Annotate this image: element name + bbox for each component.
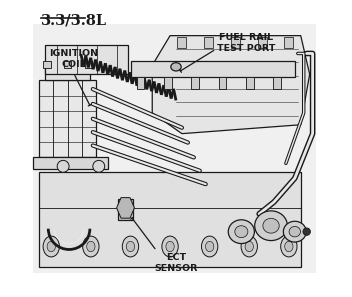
Ellipse shape: [43, 236, 59, 257]
Bar: [33, 24, 316, 273]
Ellipse shape: [47, 241, 55, 252]
Ellipse shape: [285, 241, 293, 252]
Ellipse shape: [235, 226, 248, 238]
Bar: [204, 37, 213, 48]
Polygon shape: [152, 36, 310, 134]
Bar: [85, 61, 92, 68]
Ellipse shape: [228, 220, 254, 244]
Bar: [164, 77, 171, 89]
Ellipse shape: [206, 241, 214, 252]
Bar: [258, 37, 266, 48]
Bar: [118, 199, 133, 220]
Bar: [39, 80, 96, 157]
Ellipse shape: [83, 236, 99, 257]
Polygon shape: [117, 198, 134, 218]
Bar: [64, 61, 71, 68]
Ellipse shape: [245, 241, 253, 252]
Ellipse shape: [263, 218, 279, 233]
Ellipse shape: [255, 211, 287, 241]
Bar: [274, 77, 281, 89]
Bar: [39, 172, 301, 267]
Bar: [219, 77, 226, 89]
Ellipse shape: [171, 63, 181, 71]
Ellipse shape: [93, 160, 105, 172]
Bar: [246, 77, 253, 89]
Bar: [45, 45, 128, 74]
Bar: [43, 61, 51, 68]
Polygon shape: [33, 157, 108, 169]
Bar: [137, 77, 144, 89]
Text: 3.3/3.8L: 3.3/3.8L: [41, 13, 107, 27]
Ellipse shape: [289, 226, 301, 237]
Text: FUEL RAIL
TEST PORT: FUEL RAIL TEST PORT: [216, 33, 275, 53]
Ellipse shape: [201, 236, 218, 257]
Bar: [177, 37, 187, 48]
Ellipse shape: [303, 228, 310, 235]
Ellipse shape: [166, 241, 174, 252]
Ellipse shape: [126, 241, 134, 252]
Bar: [45, 68, 90, 80]
Bar: [131, 61, 295, 77]
Ellipse shape: [122, 236, 139, 257]
Bar: [231, 37, 240, 48]
Ellipse shape: [57, 160, 69, 172]
Text: ECT
SENSOR: ECT SENSOR: [154, 253, 198, 273]
Text: IGNITION
COIL: IGNITION COIL: [49, 49, 98, 69]
Ellipse shape: [241, 236, 257, 257]
Bar: [284, 37, 293, 48]
Ellipse shape: [87, 241, 95, 252]
Ellipse shape: [281, 236, 297, 257]
Ellipse shape: [283, 221, 306, 242]
Bar: [191, 77, 199, 89]
Ellipse shape: [162, 236, 178, 257]
